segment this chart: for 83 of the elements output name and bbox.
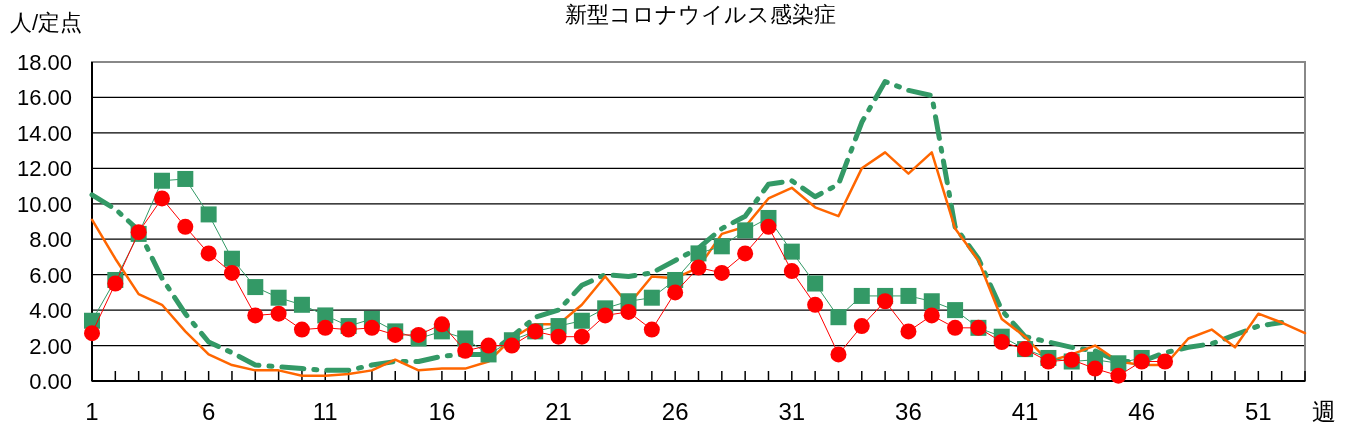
x-tick-label: 51	[1244, 398, 1272, 425]
point	[900, 323, 917, 340]
point	[247, 279, 264, 296]
point	[293, 296, 310, 313]
point	[153, 172, 170, 189]
point	[993, 334, 1010, 351]
point	[1040, 353, 1057, 370]
x-tick-label: 11	[312, 398, 338, 425]
y-tick-label: 2.00	[29, 333, 72, 359]
point	[503, 337, 520, 354]
point	[853, 287, 870, 304]
point	[107, 275, 124, 292]
point	[433, 316, 450, 333]
y-tick-label: 18.00	[16, 50, 72, 75]
point	[690, 259, 707, 276]
y-tick-label: 6.00	[29, 262, 72, 288]
x-tick-label: 41	[1011, 398, 1039, 425]
point	[550, 328, 567, 345]
x-tick-label: 31	[778, 398, 806, 425]
point	[1110, 367, 1127, 384]
point	[177, 218, 194, 235]
x-tick-label: 6	[201, 398, 216, 425]
point	[830, 346, 847, 363]
y-axis-title: 人/定点	[10, 10, 83, 35]
point	[270, 289, 287, 306]
x-tick-label: 26	[661, 398, 689, 425]
point	[853, 318, 870, 335]
x-tick-label: 16	[428, 398, 456, 425]
y-tick-label: 10.00	[16, 191, 72, 217]
y-tick-label: 0.00	[29, 369, 72, 394]
point	[597, 307, 614, 324]
x-tick-label: 36	[895, 398, 922, 425]
y-tick-label: 12.00	[16, 156, 72, 182]
point	[737, 222, 754, 239]
point	[177, 170, 194, 187]
point	[573, 328, 590, 345]
point	[713, 264, 730, 281]
y-tick-label: 4.00	[29, 298, 72, 324]
point	[620, 303, 637, 320]
point	[947, 319, 964, 336]
point	[223, 250, 240, 267]
point	[713, 238, 730, 255]
point	[877, 293, 894, 310]
x-tick-label: 1	[85, 398, 99, 425]
point	[807, 296, 824, 313]
point	[84, 325, 100, 342]
point	[737, 245, 754, 262]
point	[643, 321, 660, 338]
y-tick-label: 14.00	[16, 120, 72, 146]
point	[223, 264, 240, 281]
point	[480, 337, 497, 354]
point	[923, 293, 940, 310]
chart-title: 新型コロナウイルス感染症	[564, 2, 836, 27]
x-tick-label: 21	[545, 398, 572, 425]
x-tick-label: 46	[1128, 398, 1156, 425]
point	[573, 312, 590, 329]
point	[760, 218, 777, 235]
point	[200, 206, 217, 223]
y-tick-label: 8.00	[29, 227, 72, 253]
point	[457, 342, 474, 359]
point	[1157, 353, 1174, 370]
point	[783, 263, 800, 280]
y-tick-label: 16.00	[16, 85, 72, 111]
point	[947, 302, 964, 319]
point	[247, 307, 264, 324]
point	[830, 309, 847, 326]
point	[783, 243, 800, 260]
x-axis-title: 週	[1312, 398, 1336, 425]
point	[807, 275, 824, 292]
point	[363, 319, 380, 336]
point	[293, 321, 310, 338]
point	[317, 319, 334, 336]
point	[153, 190, 170, 207]
point	[410, 326, 427, 343]
point	[1087, 360, 1104, 377]
point	[900, 287, 917, 304]
point	[923, 307, 940, 324]
point	[270, 305, 287, 322]
point	[643, 289, 660, 306]
point	[690, 245, 707, 262]
point	[667, 284, 684, 301]
point	[1133, 353, 1150, 370]
point	[200, 245, 217, 262]
